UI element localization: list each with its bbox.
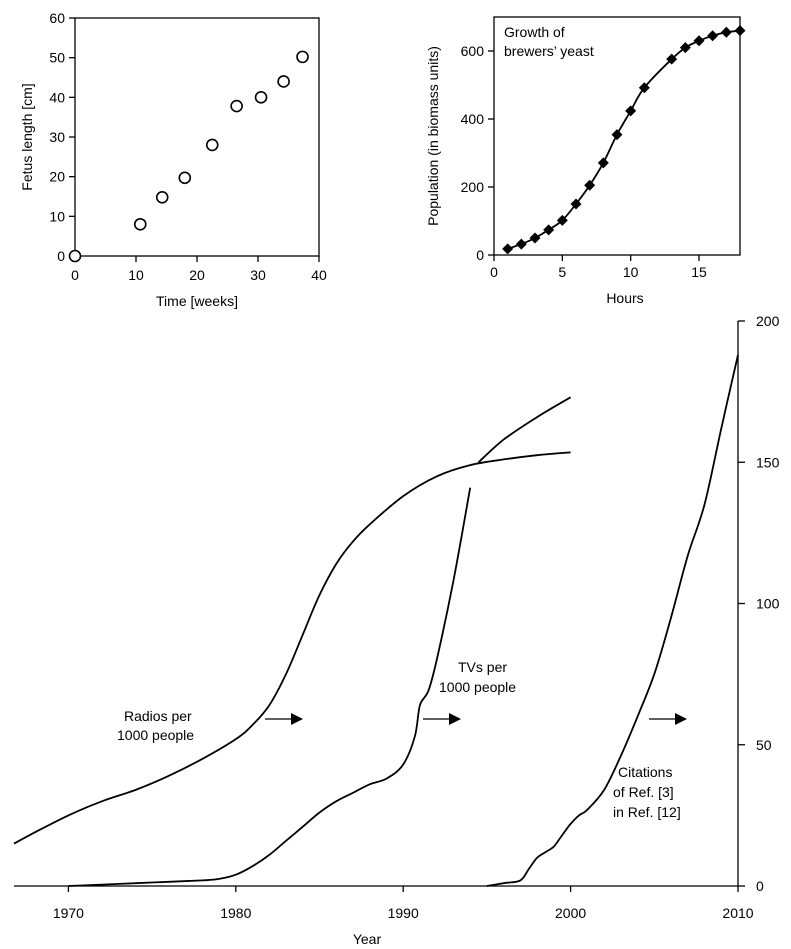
right-arrow-icon — [649, 713, 687, 725]
yeast-data-point — [515, 238, 527, 250]
fetus-x-axis-label: Time [weeks] — [156, 293, 238, 309]
fetus-data-point — [155, 190, 169, 204]
adoption-y-tick-label: 0 — [756, 878, 764, 894]
fetus-data-point — [296, 50, 309, 64]
yeast-y-tick-label: 400 — [461, 111, 485, 127]
fetus-data-point — [68, 249, 82, 263]
fetus-data-point — [230, 99, 243, 113]
fetus-data-point — [178, 171, 192, 185]
adoption-y-tick-label: 100 — [756, 596, 780, 612]
yeast-y-tick-label: 0 — [476, 247, 484, 263]
yeast-plot-frame — [493, 16, 741, 256]
fetus-y-tick-label: 50 — [49, 50, 65, 66]
citations-label-line-1: Citations — [618, 764, 672, 780]
radios-label-line-1: Radios per — [124, 708, 192, 724]
tvs-label-line-1: TVs per — [458, 659, 507, 675]
yeast-x-tick-label: 0 — [490, 264, 498, 280]
yeast-growth-curve — [507, 29, 741, 250]
yeast-data-point — [611, 129, 623, 141]
yeast-data-point — [597, 157, 609, 169]
yeast-x-tick-label: 5 — [558, 264, 566, 280]
citations-label-line-2: of Ref. [3] — [613, 784, 674, 800]
adoption-x-tick-label: 2000 — [555, 905, 586, 921]
adoption-x-tick-label: 1970 — [53, 905, 84, 921]
yeast-data-point — [529, 232, 541, 244]
fetus-x-tick-label: 10 — [128, 267, 144, 283]
yeast-data-point — [625, 105, 637, 117]
tvs-curve-continuation — [477, 396, 572, 463]
citations-label-line-3: in Ref. [12] — [613, 804, 681, 820]
adoption-x-axis-label: Year — [353, 931, 382, 947]
yeast-data-point — [584, 179, 596, 191]
fetus-chart: 0 10 20 30 40 0 10 20 30 40 50 60 Time [weeks] Fetu… — [19, 10, 327, 309]
fetus-plot-frame — [74, 17, 320, 257]
fetus-y-axis-label: Fetus length [cm] — [19, 83, 35, 190]
adoption-x-tick-label: 1990 — [388, 905, 419, 921]
fetus-y-tick-label: 10 — [49, 208, 65, 224]
yeast-x-tick-label: 10 — [623, 264, 639, 280]
yeast-y-tick-label: 600 — [461, 43, 485, 59]
yeast-data-point — [543, 224, 555, 236]
citations-curve — [486, 354, 739, 887]
yeast-data-point — [734, 25, 746, 37]
yeast-points — [502, 25, 746, 255]
adoption-x-tick-label: 1980 — [220, 905, 251, 921]
fetus-ticks: 0 10 20 30 40 0 10 20 30 40 50 60 — [49, 10, 327, 283]
fetus-data-point — [205, 138, 219, 152]
fetus-points — [68, 50, 309, 263]
fetus-x-tick-label: 40 — [311, 267, 327, 283]
yeast-y-axis-label: Population (in biomass units) — [425, 46, 441, 226]
fetus-data-point — [133, 217, 147, 231]
fetus-x-tick-label: 0 — [71, 267, 79, 283]
radios-curve — [13, 451, 571, 845]
yeast-data-point — [693, 35, 705, 47]
yeast-title-line-2: brewers’ yeast — [504, 43, 594, 59]
yeast-chart: 0 5 10 15 0 200 400 600 Growth of brewers’ yeas… — [425, 16, 746, 306]
yeast-title-line-1: Growth of — [504, 24, 565, 40]
yeast-data-point — [556, 214, 568, 226]
yeast-data-point — [666, 53, 678, 65]
yeast-y-tick-label: 200 — [461, 179, 485, 195]
yeast-data-point — [638, 82, 650, 94]
yeast-data-point — [679, 42, 691, 54]
adoption-y-tick-label: 200 — [756, 313, 780, 329]
fetus-data-point — [254, 91, 268, 104]
yeast-data-point — [570, 198, 582, 210]
fetus-y-tick-label: 20 — [49, 169, 65, 185]
yeast-x-axis-label: Hours — [606, 290, 643, 306]
tvs-label-line-2: 1000 people — [439, 679, 516, 695]
right-arrow-icon — [423, 713, 461, 725]
adoption-x-tick-label: 2010 — [722, 905, 753, 921]
yeast-x-tick-label: 15 — [691, 264, 707, 280]
fetus-data-point — [277, 75, 290, 88]
fetus-y-tick-label: 60 — [49, 10, 65, 26]
fetus-y-tick-label: 30 — [49, 129, 65, 145]
fetus-y-tick-label: 0 — [57, 248, 65, 264]
radios-label-line-2: 1000 people — [117, 727, 194, 743]
fetus-x-tick-label: 30 — [250, 267, 266, 283]
yeast-data-point — [707, 30, 719, 42]
adoption-y-tick-label: 150 — [756, 454, 780, 470]
right-arrow-icon — [265, 713, 303, 725]
fetus-x-tick-label: 20 — [189, 267, 205, 283]
fetus-y-tick-label: 40 — [49, 89, 65, 105]
yeast-ticks: 0 5 10 15 0 200 400 600 — [461, 43, 707, 280]
adoption-y-tick-label: 50 — [756, 737, 772, 753]
tvs-curve — [68, 487, 472, 887]
yeast-data-point — [720, 26, 732, 38]
yeast-data-point — [502, 243, 514, 255]
